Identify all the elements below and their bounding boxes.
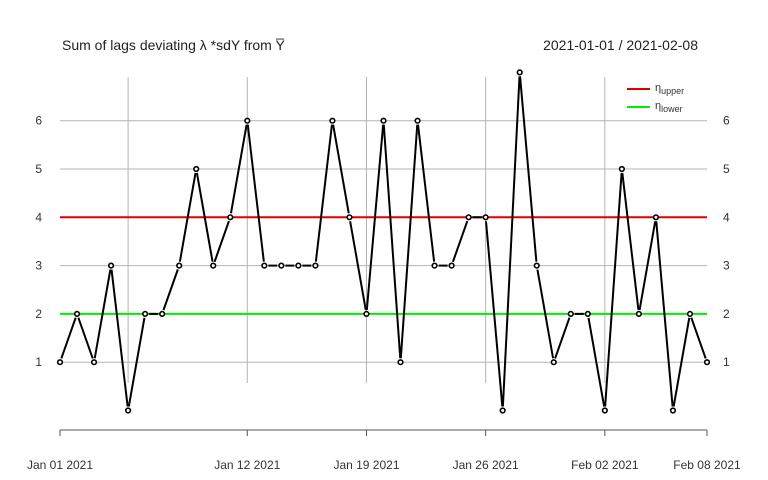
data-point [567, 310, 574, 318]
data-point [90, 359, 98, 366]
series-segment [587, 317, 606, 407]
legend-label: ηupper [655, 82, 684, 96]
data-point [73, 310, 81, 318]
series-segment [554, 317, 571, 359]
data-point [397, 359, 404, 366]
data-point [482, 214, 489, 221]
series-segment [536, 269, 555, 359]
data-point [499, 407, 506, 414]
data-point [431, 262, 438, 269]
data-point [652, 214, 660, 221]
data-point [329, 117, 336, 124]
data-point [363, 310, 370, 318]
data-point [448, 262, 455, 269]
data-point [516, 69, 523, 76]
data-point [346, 214, 353, 221]
series-segment [655, 221, 674, 407]
series-segment [162, 269, 179, 311]
data-point [669, 407, 677, 414]
series-segment [690, 317, 707, 359]
series-segment [349, 221, 367, 311]
series-segment [621, 172, 640, 311]
data-point [295, 262, 302, 269]
data-point [601, 407, 608, 414]
legend: ηupper ηlower [627, 82, 684, 114]
x-tick-label: Jan 01 2021 [27, 458, 93, 472]
series-segment [77, 317, 94, 359]
series-segment [314, 124, 333, 262]
data-point [244, 117, 251, 124]
series-segment [672, 317, 691, 407]
data-point [210, 262, 217, 269]
x-tick-label: Jan 12 2021 [214, 458, 280, 472]
data-point [125, 407, 132, 414]
series-segment [365, 124, 385, 311]
data-point [584, 310, 591, 318]
axes: Jan 01 2021 Jan 12 2021 Jan 19 2021 Jan 26 … [27, 114, 741, 472]
data-point [686, 310, 694, 318]
data-point [533, 262, 540, 269]
series-segment [519, 76, 538, 262]
data-point [176, 262, 183, 269]
series-segment [195, 172, 214, 262]
data-point [414, 117, 421, 124]
x-tick-label: Jan 26 2021 [453, 458, 519, 472]
series-segment [110, 269, 129, 407]
y-tick-label-left: 4 [35, 210, 42, 224]
series-segment [485, 221, 504, 407]
data-point [703, 359, 711, 366]
data-point [193, 165, 200, 173]
data-point [312, 262, 319, 269]
y-tick-label-right: 3 [723, 259, 730, 273]
data-point [56, 359, 64, 366]
chart-date-range: 2021-01-01 / 2021-02-08 [543, 37, 698, 53]
series-segment [213, 220, 230, 263]
data-point [465, 214, 472, 221]
series-segment [399, 124, 419, 359]
data-point [261, 262, 268, 269]
chart-title: Sum of lags deviating λ *sdY from Y̅ [62, 37, 285, 53]
data-point [278, 262, 285, 269]
y-tick-label-right: 1 [723, 355, 730, 369]
series-segment [127, 317, 146, 407]
data-point [107, 262, 115, 269]
series-segment [638, 221, 657, 311]
y-tick-label-right: 6 [723, 114, 730, 128]
y-tick-label-right: 5 [723, 162, 730, 176]
series-segment [382, 124, 402, 359]
series-segment [501, 76, 521, 407]
data-point [618, 165, 625, 173]
series-segment [451, 220, 469, 263]
series-segment [229, 124, 248, 214]
y-tick-label-left: 5 [35, 162, 42, 176]
y-tick-label-left: 3 [35, 259, 42, 273]
data-point [159, 310, 166, 318]
y-tick-label-left: 6 [35, 114, 42, 128]
series-segment [93, 269, 112, 359]
series-segment [332, 124, 350, 214]
legend-label: ηlower [655, 100, 683, 114]
y-tick-label-left: 1 [35, 355, 42, 369]
y-tick-label-right: 4 [723, 210, 730, 224]
series-segment [178, 172, 197, 262]
series-segment [60, 317, 77, 359]
data-point [635, 310, 642, 318]
series-segment [604, 172, 623, 407]
series-line [60, 76, 707, 407]
data-point [380, 117, 387, 124]
series-segment [246, 124, 265, 262]
data-point [227, 214, 234, 221]
y-tick-label-right: 2 [723, 307, 730, 321]
data-point [142, 310, 149, 318]
data-point [550, 359, 557, 366]
x-tick-label: Jan 19 2021 [333, 458, 399, 472]
x-tick-label: Feb 08 2021 [673, 458, 741, 472]
data-points [56, 69, 711, 414]
x-tick-label: Feb 02 2021 [571, 458, 639, 472]
series-segment [417, 124, 436, 262]
threshold-lines [60, 216, 707, 315]
y-tick-label-left: 2 [35, 307, 42, 321]
